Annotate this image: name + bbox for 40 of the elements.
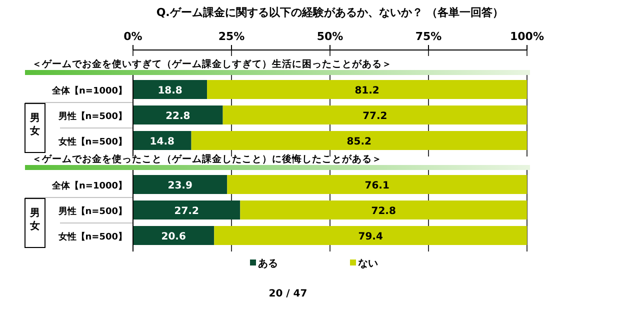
- bar: [222, 106, 527, 124]
- data-label: 79.4: [358, 232, 383, 242]
- data-label: 23.9: [168, 180, 192, 192]
- data-label: 27.2: [174, 206, 199, 217]
- data-label: 81.2: [354, 86, 380, 96]
- y-tick-label: 全体【n=1000】: [51, 86, 127, 96]
- x-tick-label: 100%: [510, 30, 544, 43]
- chart-subtitle: ＜ゲームでお金を使いすぎて（ゲーム課金しすぎて）生活に困ったことがある＞: [32, 58, 392, 70]
- chart-title: Q.ゲーム課金に関する以下の経験があるか、ないか？ （各単一回答）: [156, 6, 504, 19]
- x-tick-label: 75%: [415, 30, 442, 43]
- y-tick-label: 女性【n=500】: [57, 136, 127, 148]
- bar: [133, 175, 228, 194]
- x-tick-label: 50%: [316, 30, 344, 43]
- y-tick-label: 男性【n=500】: [57, 111, 127, 122]
- bar: [133, 226, 214, 245]
- bar: [133, 106, 223, 124]
- data-label: 18.8: [158, 86, 182, 96]
- legend-label: ある: [258, 258, 278, 270]
- bar: [240, 200, 527, 220]
- data-label: 77.2: [362, 111, 388, 122]
- bar: [214, 226, 527, 245]
- bar: [207, 80, 527, 99]
- bar: [133, 200, 240, 220]
- data-label: 20.6: [161, 232, 186, 242]
- text: 男女: [29, 207, 40, 232]
- data-label: 14.8: [150, 136, 175, 148]
- data-label: 76.1: [364, 180, 390, 192]
- data-label: 85.2: [346, 136, 372, 148]
- legend-label: ない: [358, 258, 378, 270]
- bar: [133, 131, 192, 150]
- x-tick-label: 0%: [124, 30, 142, 43]
- text: 男女: [29, 112, 40, 137]
- text: 20 / 47: [268, 288, 308, 300]
- bar: [133, 80, 208, 99]
- data-label: 72.8: [371, 206, 396, 217]
- data-label: 22.8: [166, 111, 190, 122]
- bar: [227, 175, 527, 194]
- x-tick-label: 25%: [218, 30, 245, 43]
- bar: [191, 131, 527, 150]
- chart-subtitle: ＜ゲームでお金を使ったこと（ゲーム課金したこと）に後悔したことがある＞: [32, 153, 382, 165]
